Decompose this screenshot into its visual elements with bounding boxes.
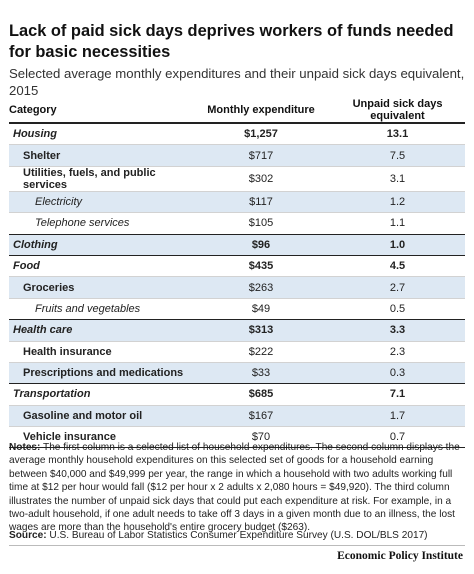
row-category: Utilities, fuels, and public services [9, 166, 192, 192]
row-category: Fruits and vegetables [9, 298, 192, 321]
table-row: Groceries $263 2.7 [9, 276, 465, 299]
row-sick-days: 0.5 [330, 298, 465, 321]
row-expenditure: $167 [192, 405, 330, 428]
row-expenditure: $70 [192, 426, 330, 449]
row-expenditure: $313 [192, 319, 330, 342]
row-sick-days: 1.2 [330, 191, 465, 214]
row-sick-days: 2.7 [330, 276, 465, 299]
row-category: Food [9, 255, 192, 278]
chart-title: Lack of paid sick days deprives workers … [9, 22, 454, 61]
row-sick-days: 13.1 [330, 123, 465, 146]
col-header-category: Category [9, 98, 192, 124]
row-category: Health care [9, 319, 192, 342]
row-category: Gasoline and motor oil [9, 405, 192, 428]
row-expenditure: $263 [192, 276, 330, 299]
row-sick-days: 2.3 [330, 341, 465, 363]
row-sick-days: 1.1 [330, 212, 465, 235]
table-row: Electricity $117 1.2 [9, 191, 465, 214]
row-category: Groceries [9, 276, 192, 299]
table-row: Clothing $96 1.0 [9, 234, 465, 256]
row-expenditure: $49 [192, 298, 330, 321]
row-category: Shelter [9, 144, 192, 167]
table-header-row: Category Monthly expenditure Unpaid sick… [9, 98, 465, 124]
row-sick-days: 0.7 [330, 426, 465, 449]
row-sick-days: 1.7 [330, 405, 465, 428]
table-row: Gasoline and motor oil $167 1.7 [9, 405, 465, 428]
expenditure-table: Category Monthly expenditure Unpaid sick… [9, 98, 465, 449]
table-row: Telephone services $105 1.1 [9, 212, 465, 235]
row-expenditure: $717 [192, 144, 330, 167]
row-sick-days: 3.3 [330, 319, 465, 342]
row-expenditure: $105 [192, 212, 330, 235]
row-category: Telephone services [9, 212, 192, 235]
table-row: Utilities, fuels, and public services $30… [9, 166, 465, 192]
row-expenditure: $685 [192, 383, 330, 406]
footer-divider [9, 545, 465, 546]
table-row: Health care $313 3.3 [9, 319, 465, 342]
row-expenditure: $435 [192, 255, 330, 278]
source-label: Source: [9, 530, 47, 541]
row-expenditure: $222 [192, 341, 330, 363]
chart-subtitle: Selected average monthly expenditures an… [9, 66, 465, 98]
row-category: Electricity [9, 191, 192, 214]
notes: Notes: The first column is a selected li… [9, 441, 465, 535]
source: Source: U.S. Bureau of Labor Statistics … [9, 529, 465, 542]
table-body: Housing $1,257 13.1 Shelter $717 7.5 Utilities… [9, 123, 465, 449]
row-expenditure: $33 [192, 362, 330, 385]
notes-label: Notes: [9, 442, 41, 453]
notes-text: The first column is a selected list of h… [9, 442, 460, 534]
table-row: Health insurance $222 2.3 [9, 341, 465, 363]
row-category: Clothing [9, 234, 192, 256]
row-category: Housing [9, 123, 192, 146]
row-expenditure: $1,257 [192, 123, 330, 146]
row-sick-days: 0.3 [330, 362, 465, 385]
table-row: Fruits and vegetables $49 0.5 [9, 298, 465, 321]
table-row: Vehicle insurance $70 0.7 [9, 426, 465, 449]
row-expenditure: $117 [192, 191, 330, 214]
row-category: Health insurance [9, 341, 192, 363]
row-sick-days: 7.5 [330, 144, 465, 167]
row-sick-days: 4.5 [330, 255, 465, 278]
table-row: Transportation $685 7.1 [9, 383, 465, 406]
row-expenditure: $96 [192, 234, 330, 256]
epi-logo: Economic Policy Institute [337, 550, 463, 562]
col-header-expenditure: Monthly expenditure [192, 98, 330, 124]
row-sick-days: 3.1 [330, 166, 465, 192]
table-row: Housing $1,257 13.1 [9, 123, 465, 146]
row-category: Vehicle insurance [9, 426, 192, 449]
row-category: Transportation [9, 383, 192, 406]
table-row: Shelter $717 7.5 [9, 144, 465, 167]
table-row: Food $435 4.5 [9, 255, 465, 278]
row-expenditure: $302 [192, 166, 330, 192]
source-text: U.S. Bureau of Labor Statistics Consumer… [49, 530, 428, 541]
row-sick-days: 1.0 [330, 234, 465, 256]
row-sick-days: 7.1 [330, 383, 465, 406]
row-category: Prescriptions and medications [9, 362, 192, 385]
table-row: Prescriptions and medications $33 0.3 [9, 362, 465, 385]
col-header-sick-days: Unpaid sick days equivalent [330, 98, 465, 124]
